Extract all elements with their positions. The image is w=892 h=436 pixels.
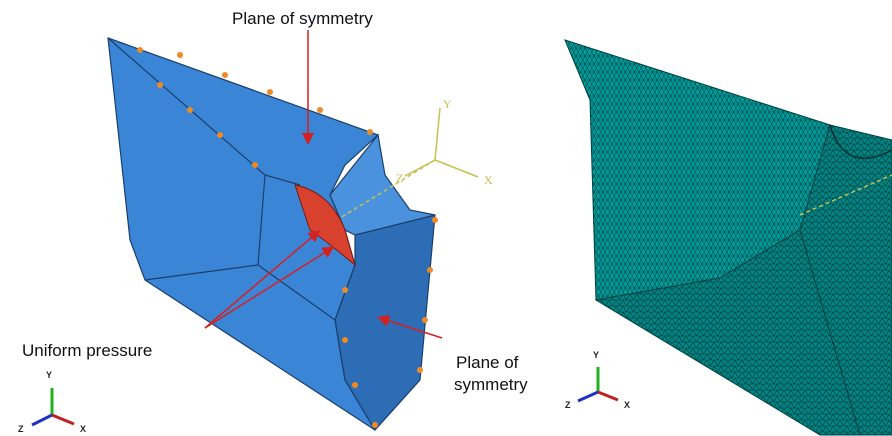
triad-left-z: Z [18, 424, 24, 434]
arrows [204, 30, 443, 339]
triad-left-y: Y [46, 370, 52, 380]
triad-right [577, 367, 619, 403]
triad-right-y: Y [593, 350, 599, 360]
triad-right-x: X [624, 400, 630, 410]
label-pressure: Uniform pressure [22, 341, 152, 360]
label-right-2: symmetry [454, 375, 528, 394]
label-top: Plane of symmetry [232, 9, 373, 28]
triad-right-z: Z [565, 400, 571, 410]
csys-y: Y [443, 97, 452, 111]
label-right-1: Plane of [456, 353, 519, 372]
csys-x: X [484, 173, 493, 187]
csys [339, 107, 479, 219]
right-model [564, 39, 892, 436]
csys-z: Z [396, 171, 403, 185]
left-model [107, 37, 438, 432]
triad-left-x: X [80, 424, 86, 434]
triad-left [31, 388, 75, 427]
